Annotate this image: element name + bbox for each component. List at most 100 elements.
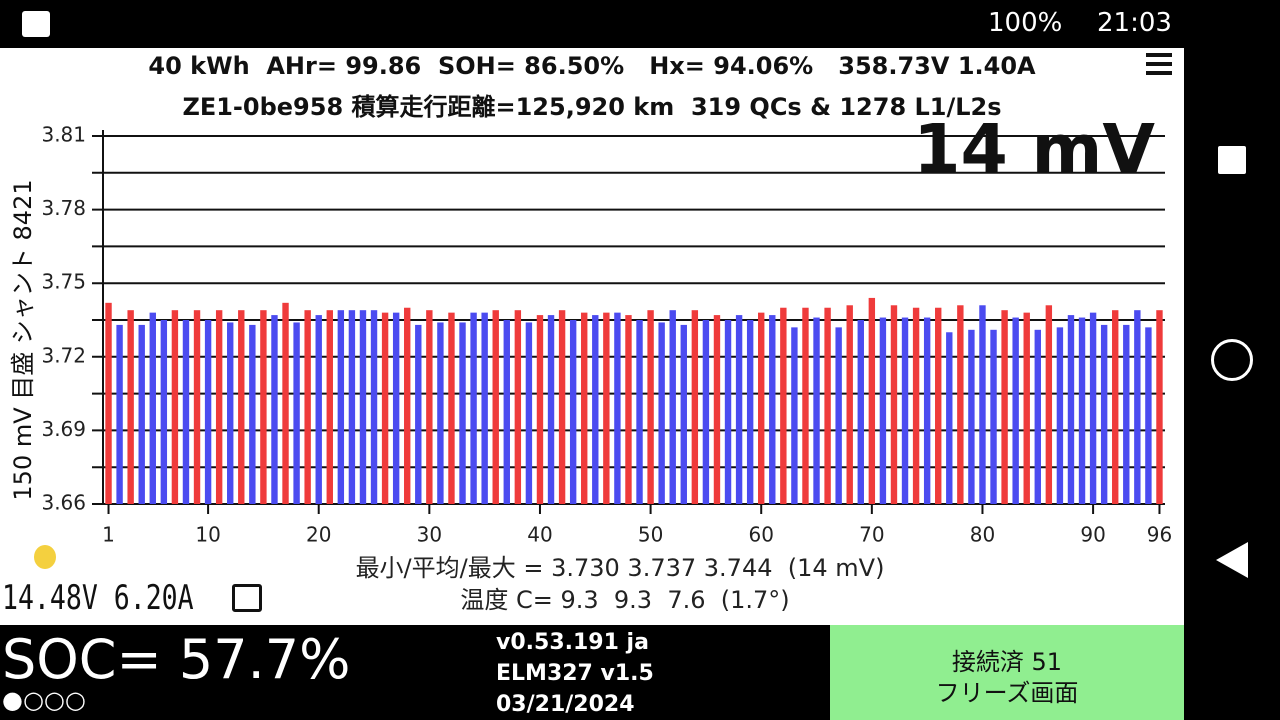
bar	[890, 305, 898, 504]
bar	[481, 312, 488, 504]
y-tick-label: 3.72	[41, 343, 86, 367]
bar	[138, 324, 145, 504]
bar	[614, 312, 621, 504]
bar	[625, 315, 632, 504]
bar	[1123, 324, 1130, 504]
bar	[238, 310, 245, 504]
bar	[437, 322, 444, 504]
bar	[569, 320, 577, 504]
bar	[1001, 310, 1008, 504]
bar	[215, 310, 223, 504]
bar	[116, 324, 123, 504]
bar	[735, 315, 743, 504]
x-tick-label: 80	[970, 523, 995, 547]
spread-annotation: 14 mV	[913, 111, 1155, 190]
recents-button[interactable]	[1218, 146, 1246, 174]
bar	[404, 307, 411, 504]
bar	[990, 329, 997, 504]
bar	[901, 317, 909, 504]
connection-button[interactable]	[830, 625, 1184, 720]
bar	[1045, 305, 1053, 504]
bar	[348, 310, 356, 504]
bar	[846, 305, 853, 504]
bar	[1067, 315, 1075, 504]
x-tick-label: 20	[306, 523, 331, 547]
bar	[492, 310, 499, 504]
x-tick-label: 10	[195, 523, 220, 547]
bar	[758, 312, 765, 504]
bar	[547, 315, 555, 504]
bar	[182, 320, 190, 504]
bar	[912, 307, 920, 504]
bar	[923, 317, 931, 504]
stats-line-2: 温度 C= 9.3 9.3 7.6 (1.7°)	[460, 586, 790, 614]
menu-button[interactable]	[1146, 53, 1172, 75]
bar	[536, 315, 544, 504]
bar	[879, 317, 887, 504]
bar	[271, 315, 278, 504]
bar	[337, 310, 345, 504]
bar	[105, 302, 112, 504]
bar	[713, 315, 721, 504]
bar	[1023, 312, 1030, 504]
bar	[691, 310, 699, 504]
bar	[204, 320, 212, 504]
calendar-icon[interactable]	[232, 584, 262, 612]
bar	[1012, 317, 1019, 504]
bar	[514, 310, 522, 504]
bar	[746, 320, 754, 504]
bar	[1056, 327, 1064, 504]
bulb-icon[interactable]	[34, 545, 56, 569]
battery-text: 100%	[988, 8, 1063, 38]
bar	[1100, 324, 1108, 504]
bar	[503, 320, 510, 504]
bar	[1078, 317, 1086, 504]
bar	[780, 307, 787, 504]
bar	[1034, 329, 1041, 504]
bar	[658, 322, 665, 504]
bar	[448, 312, 455, 504]
connection-status: 接続済 51	[951, 648, 1063, 676]
bar	[459, 322, 466, 504]
bar	[359, 310, 367, 504]
adapter: ELM327 v1.5	[496, 661, 654, 686]
x-tick-label: 96	[1147, 523, 1172, 547]
y-tick-label: 3.66	[41, 491, 86, 515]
bar	[581, 312, 588, 504]
home-button[interactable]	[1211, 339, 1253, 381]
bar	[426, 310, 433, 504]
bar	[636, 320, 643, 504]
bar	[724, 320, 732, 504]
header-line-2: ZE1-0be958 積算走行距離=125,920 km 319 QCs & 1…	[182, 93, 1002, 121]
bar	[326, 310, 333, 504]
bar	[315, 315, 322, 504]
bar	[669, 310, 676, 504]
soc: SOC= 57.7%	[2, 628, 351, 691]
back-button[interactable]	[1216, 542, 1248, 578]
bar	[824, 307, 831, 504]
bottom-panel	[0, 625, 830, 720]
x-tick-label: 60	[748, 523, 773, 547]
bar	[1145, 327, 1152, 504]
bar	[1156, 310, 1163, 504]
bar	[935, 307, 942, 504]
voltage-readout: 14.48V 6.20A	[2, 578, 194, 618]
bar	[979, 305, 986, 504]
bar	[304, 310, 311, 504]
bar	[525, 322, 533, 504]
bar	[946, 332, 953, 504]
bar	[381, 312, 389, 504]
bar	[149, 312, 156, 504]
clock: 21:03	[1097, 8, 1172, 38]
bar	[647, 310, 654, 504]
y-tick-label: 3.81	[41, 123, 86, 147]
bar	[293, 322, 300, 504]
x-tick-label: 70	[859, 523, 884, 547]
bar	[160, 320, 168, 504]
freeze-label: フリーズ画面	[935, 679, 1079, 707]
bar	[260, 310, 267, 504]
version: v0.53.191 ja	[496, 630, 649, 655]
bar	[249, 324, 256, 504]
bar	[1134, 310, 1141, 504]
y-axis-label: 150 mV 目盛 シャント 8421	[9, 179, 37, 500]
